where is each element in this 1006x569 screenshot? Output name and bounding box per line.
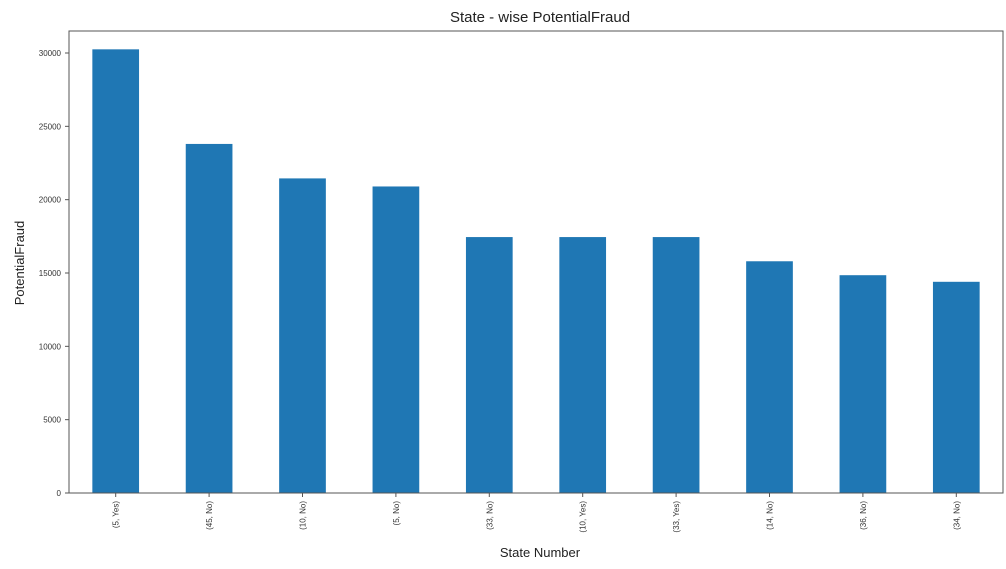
y-tick-label: 20000 (39, 196, 62, 205)
bar (279, 178, 326, 493)
x-tick-label: (34, No) (952, 501, 961, 530)
x-tick-label: (10, No) (299, 501, 308, 530)
x-tick-label: (36, No) (859, 501, 868, 530)
bar (465, 237, 513, 493)
bar (839, 275, 887, 493)
plot-frame (68, 30, 1004, 494)
x-tick-label: (45, No) (205, 501, 214, 530)
bar (652, 237, 700, 493)
bar (185, 143, 233, 493)
bar (559, 237, 607, 493)
y-tick-label: 10000 (39, 342, 62, 351)
chart-title: State - wise PotentialFraud (450, 9, 630, 26)
y-tick-label: 15000 (39, 269, 62, 278)
y-tick-label: 5000 (43, 416, 61, 425)
x-tick-label: (33, No) (485, 501, 494, 530)
y-tick-label: 25000 (39, 122, 62, 131)
y-axis-label: PotentialFraud (12, 221, 27, 306)
y-tick-label: 0 (57, 489, 62, 498)
x-axis-label: State Number (500, 545, 581, 560)
bar (92, 49, 140, 493)
bar (372, 186, 420, 493)
x-tick-label: (33, Yes) (672, 501, 681, 533)
bar (932, 281, 980, 493)
x-tick-label: (14, No) (766, 501, 775, 530)
plot-area: 0 5000 10000 15000 20000 25000 30000 (5, Yes) (4… (39, 49, 980, 533)
x-tick-label: (5, Yes) (112, 501, 121, 528)
x-tick-label: (10, Yes) (579, 501, 588, 533)
x-tick-label: (5, No) (392, 501, 401, 526)
y-tick-label: 30000 (39, 49, 62, 58)
bar (746, 261, 793, 493)
